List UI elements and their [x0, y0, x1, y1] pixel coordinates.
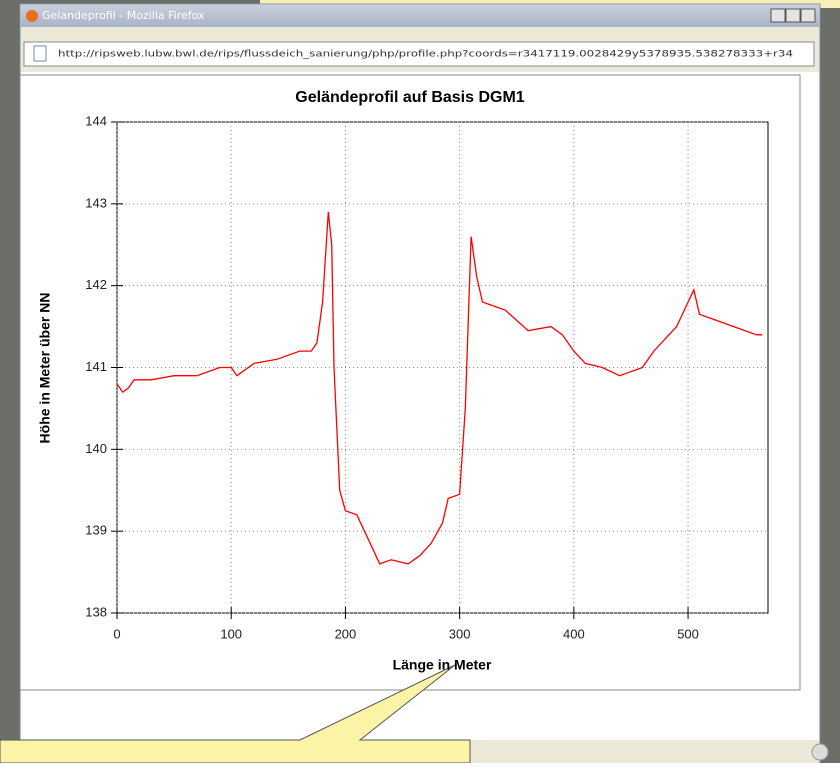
window-title: Gelandeprofil - Mozilla Firefox	[42, 9, 205, 22]
maximize-button[interactable]	[785, 8, 801, 23]
y-tick-label: 143	[85, 195, 107, 210]
close-button[interactable]	[800, 8, 816, 23]
y-tick-label: 142	[85, 277, 107, 292]
y-tick-label: 139	[85, 523, 107, 538]
chart-frame	[19, 74, 801, 691]
url-text: http://ripsweb.lubw.bwl.de/rips/flussdei…	[58, 50, 793, 60]
x-tick-label: 200	[335, 626, 357, 641]
page-icon	[33, 45, 47, 62]
x-tick-label: 500	[677, 626, 699, 641]
y-tick-label: 140	[85, 441, 107, 456]
y-tick-label: 141	[85, 359, 107, 374]
profile-line	[116, 211, 763, 565]
chart-title: Geländeprofil auf Basis DGM1	[295, 89, 524, 106]
firefox-icon	[26, 10, 38, 22]
y-tick-label: 144	[85, 113, 107, 128]
x-tick-label: 0	[113, 626, 120, 641]
y-axis-label: Höhe in Meter über NN	[37, 293, 53, 444]
url-bar[interactable]	[23, 41, 815, 67]
title-bar	[21, 5, 819, 27]
y-tick-label: 138	[85, 604, 107, 619]
status-icon	[811, 743, 829, 761]
x-tick-label: 400	[563, 626, 585, 641]
minimize-button[interactable]	[770, 8, 786, 23]
x-tick-label: 300	[449, 626, 471, 641]
x-tick-label: 100	[220, 626, 242, 641]
x-axis-label: Länge in Meter	[393, 657, 492, 673]
